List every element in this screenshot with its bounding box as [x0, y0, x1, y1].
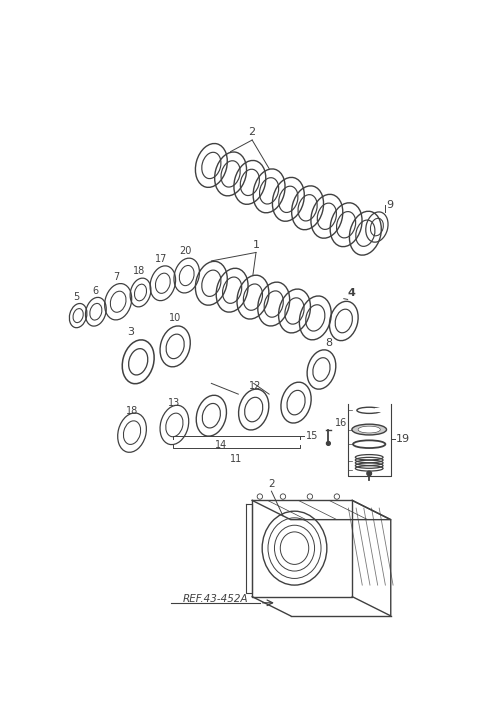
Text: 2: 2 [268, 479, 275, 489]
Text: 9: 9 [386, 200, 393, 210]
Text: 17: 17 [155, 254, 168, 264]
Ellipse shape [359, 427, 380, 433]
Text: 7: 7 [113, 271, 120, 282]
Text: 4: 4 [348, 288, 356, 298]
Circle shape [367, 471, 372, 476]
Text: 18: 18 [133, 266, 145, 276]
Text: 18: 18 [126, 405, 138, 416]
Text: REF.43-452A: REF.43-452A [182, 594, 248, 604]
Text: 14: 14 [215, 441, 227, 450]
Text: 11: 11 [230, 454, 242, 464]
Text: 12: 12 [249, 381, 262, 391]
Text: 6: 6 [93, 286, 99, 296]
Text: 1: 1 [252, 240, 260, 250]
Text: 20: 20 [179, 246, 192, 257]
Text: 16: 16 [335, 418, 347, 429]
Circle shape [326, 441, 330, 446]
Text: 3: 3 [127, 327, 134, 337]
Text: 5: 5 [73, 292, 80, 302]
Text: 8: 8 [325, 338, 333, 348]
Text: 2: 2 [249, 127, 256, 137]
Text: 19: 19 [396, 434, 410, 444]
Text: 10: 10 [169, 313, 181, 324]
Text: 15: 15 [306, 431, 318, 441]
Ellipse shape [352, 424, 386, 435]
Text: 13: 13 [168, 398, 180, 408]
